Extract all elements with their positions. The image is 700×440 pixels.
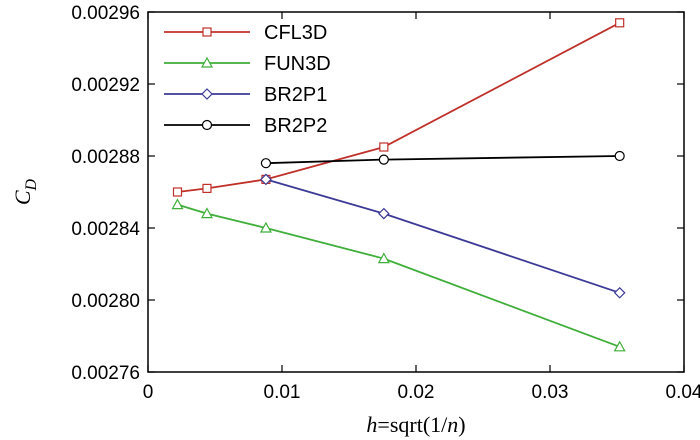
legend-label-cfl3d: CFL3D (264, 22, 327, 44)
y-axis-title: CD (10, 178, 40, 205)
data-point-br2p1 (377, 207, 390, 220)
plot-frame (147, 11, 685, 373)
x-axis-title: h=sqrt(1/n) (366, 412, 465, 437)
legend-label-fun3d: FUN3D (264, 53, 331, 75)
y-tick-label: 0.00292 (71, 75, 140, 96)
data-point-fun3d (171, 198, 184, 210)
x-tick-label: 0.03 (532, 382, 569, 403)
y-tick-label: 0.00284 (71, 219, 140, 240)
series-br2p1 (260, 173, 626, 299)
legend: CFL3D FUN3D BR2P1 BR2P2 (164, 22, 331, 137)
series-fun3d (171, 198, 626, 352)
series-line-br2p1 (265, 178, 620, 294)
data-point-cfl3d (202, 183, 212, 193)
x-tick-label: 0.04 (666, 382, 700, 403)
data-point-fun3d (613, 340, 626, 352)
x-tick-label: 0 (143, 382, 154, 403)
data-point-cfl3d (379, 142, 389, 152)
data-point-br2p2 (260, 158, 272, 169)
series-line-fun3d (177, 203, 620, 348)
series-line-br2p2 (265, 155, 620, 165)
y-tick-label: 0.00296 (71, 3, 140, 24)
y-tick-label: 0.00288 (71, 147, 140, 168)
data-point-br2p2 (614, 150, 625, 162)
data-point-fun3d (377, 252, 390, 264)
series-cfl3d (172, 18, 625, 197)
axis-ticks: 0 0.01 0.02 0.03 0.04 0.00276 0.00280 0.00284 0.… (71, 3, 700, 403)
legend-label-br2p2: BR2P2 (264, 115, 327, 137)
y-tick-label: 0.00280 (71, 291, 140, 312)
x-tick-label: 0.02 (398, 382, 435, 403)
data-point-br2p1 (613, 286, 626, 299)
data-point-br2p1 (260, 173, 272, 186)
legend-label-br2p1: BR2P1 (264, 84, 327, 106)
legend-marker-cfl3d (202, 27, 212, 37)
series-layer (171, 18, 626, 352)
legend-marker-fun3d (200, 56, 214, 68)
y-tick-label: 0.00276 (71, 363, 140, 384)
series-br2p2 (260, 150, 625, 169)
data-point-cfl3d (615, 18, 625, 28)
legend-marker-br2p1 (201, 88, 213, 100)
series-line-cfl3d (177, 22, 621, 193)
data-point-fun3d (200, 207, 213, 219)
data-point-br2p2 (378, 154, 389, 165)
data-point-fun3d (259, 221, 272, 233)
x-tick-label: 0.01 (264, 382, 301, 403)
legend-marker-br2p2 (201, 119, 213, 131)
data-point-cfl3d (172, 187, 183, 197)
